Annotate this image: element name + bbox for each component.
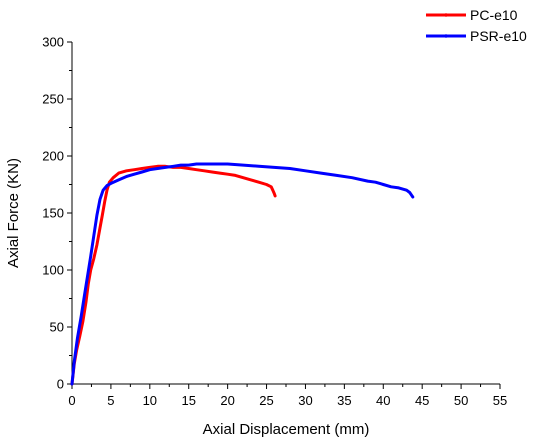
x-tick-label: 10 bbox=[143, 393, 157, 408]
x-tick-label: 40 bbox=[376, 393, 390, 408]
y-tick-label: 100 bbox=[42, 263, 64, 278]
series-line-pc-e10 bbox=[70, 164, 277, 386]
x-tick-label: 50 bbox=[454, 393, 468, 408]
series-layer bbox=[70, 162, 415, 386]
y-axis-ticks: 0 50 100 150 200 250 300 bbox=[42, 35, 72, 392]
y-tick-label: 0 bbox=[57, 377, 64, 392]
x-tick-label: 55 bbox=[493, 393, 507, 408]
x-tick-label: 20 bbox=[220, 393, 234, 408]
x-tick-label: 5 bbox=[107, 393, 114, 408]
y-tick-label: 300 bbox=[42, 35, 64, 50]
y-tick-label: 150 bbox=[42, 206, 64, 221]
x-tick-label: 15 bbox=[181, 393, 195, 408]
x-tick-label: 45 bbox=[415, 393, 429, 408]
y-tick-label: 250 bbox=[42, 92, 64, 107]
x-axis-title: Axial Displacement (mm) bbox=[203, 421, 370, 438]
series-line-psr-e10 bbox=[70, 162, 415, 386]
x-tick-label: 30 bbox=[298, 393, 312, 408]
legend-marker-psr-e10 bbox=[444, 34, 448, 38]
y-tick-label: 50 bbox=[50, 320, 64, 335]
y-tick-label: 200 bbox=[42, 149, 64, 164]
axes bbox=[71, 42, 500, 385]
legend-label-psr-e10: PSR-e10 bbox=[470, 28, 527, 44]
x-tick-label: 0 bbox=[68, 393, 75, 408]
x-tick-label: 35 bbox=[337, 393, 351, 408]
y-axis-title: Axial Force (KN) bbox=[5, 158, 22, 268]
x-axis-ticks: 0 5 10 15 20 25 30 35 40 45 50 55 bbox=[68, 384, 507, 408]
legend: PC-e10 PSR-e10 bbox=[426, 7, 527, 44]
legend-label-pc-e10: PC-e10 bbox=[470, 7, 518, 23]
legend-marker-pc-e10 bbox=[444, 13, 448, 17]
x-tick-label: 25 bbox=[259, 393, 273, 408]
